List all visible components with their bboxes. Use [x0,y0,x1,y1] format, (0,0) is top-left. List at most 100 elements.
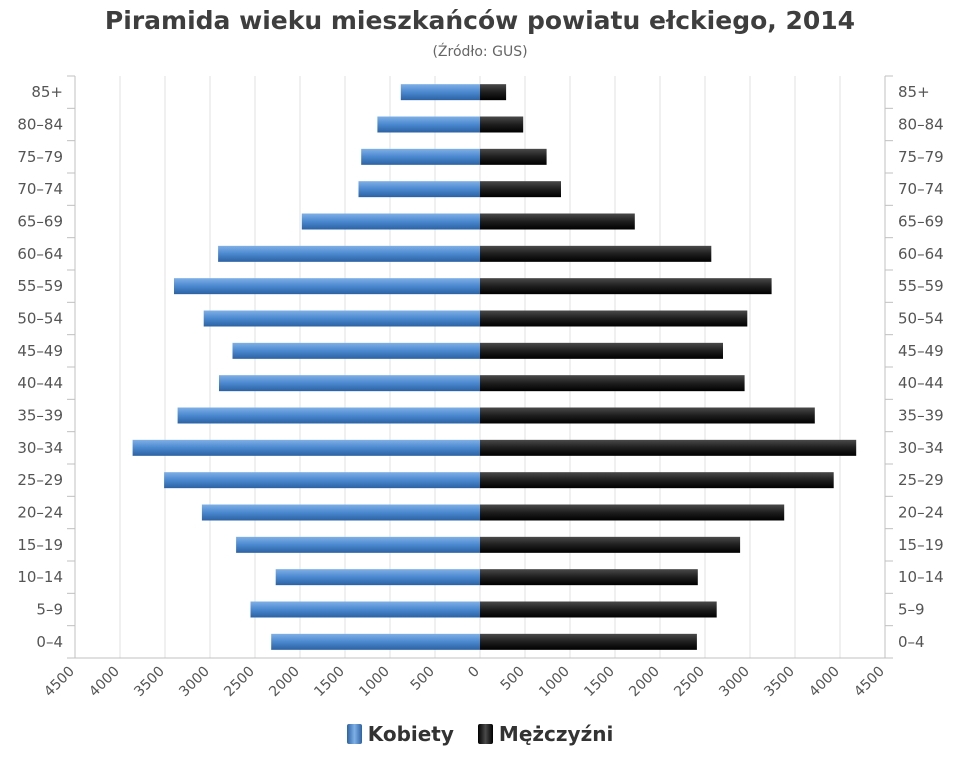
bar-mezczyzni [480,181,561,198]
bar-mezczyzni [480,536,741,553]
bar-mezczyzni [480,375,745,392]
bar-kobiety [164,472,480,489]
x-tick-label: 1000 [356,664,393,701]
bar-mezczyzni [480,504,785,521]
bar-kobiety [232,342,480,359]
bar-mezczyzni [480,407,815,424]
category-label-left: 45–49 [17,342,63,360]
bar-kobiety [361,148,480,165]
category-label-right: 5–9 [898,601,925,619]
category-label-left: 55–59 [17,277,63,295]
bar-mezczyzni [480,439,857,456]
category-label-right: 55–59 [898,277,944,295]
x-tick-label: 500 [408,664,438,694]
bar-mezczyzni [480,213,635,230]
x-tick-label: 1000 [536,664,573,701]
category-label-right: 35–39 [898,407,944,425]
legend-swatch-kobiety [346,724,362,744]
bar-mezczyzni [480,569,698,586]
category-label-left: 80–84 [17,116,63,134]
x-tick-label: 0 [465,664,483,682]
bar-kobiety [203,310,480,327]
bar-kobiety [400,84,480,101]
category-label-left: 40–44 [17,374,63,392]
legend-label-kobiety: Kobiety [367,722,454,746]
bar-kobiety [177,407,480,424]
bar-kobiety [358,181,480,198]
category-label-left: 20–24 [17,504,63,522]
category-label-right: 70–74 [898,180,944,198]
category-label-left: 85+ [31,83,63,101]
bar-kobiety [174,278,480,295]
x-tick-label: 4000 [806,664,843,701]
bar-mezczyzni [480,116,524,133]
x-tick-label: 2000 [626,664,663,701]
bar-kobiety [377,116,480,133]
legend-swatch-mezczyzni [477,724,493,744]
category-label-left: 50–54 [17,310,63,328]
bar-kobiety [201,504,480,521]
category-label-left: 30–34 [17,439,63,457]
bar-mezczyzni [480,148,547,165]
x-tick-label: 4500 [41,664,78,701]
bar-mezczyzni [480,310,748,327]
category-label-left: 35–39 [17,407,63,425]
category-label-right: 20–24 [898,504,944,522]
x-tick-label: 3000 [716,664,753,701]
category-label-left: 70–74 [17,180,63,198]
category-label-right: 25–29 [898,471,944,489]
bar-kobiety [250,601,480,618]
x-tick-label: 3000 [176,664,213,701]
category-label-right: 85+ [898,83,930,101]
category-label-left: 0–4 [36,633,63,651]
x-tick-label: 2500 [671,664,708,701]
bar-kobiety [236,536,480,553]
axes [67,75,893,659]
bar-mezczyzni [480,472,834,489]
bar-mezczyzni [480,84,507,101]
bar-mezczyzni [480,245,712,262]
x-tick-label: 1500 [311,664,348,701]
category-label-right: 0–4 [898,633,925,651]
category-label-right: 45–49 [898,342,944,360]
category-label-right: 60–64 [898,245,944,263]
x-tick-label: 4500 [851,664,888,701]
x-tick-label: 500 [498,664,528,694]
category-label-left: 15–19 [17,536,63,554]
category-label-left: 60–64 [17,245,63,263]
bar-mezczyzni [480,601,717,618]
category-label-right: 50–54 [898,310,944,328]
bar-kobiety [275,569,480,586]
bar-kobiety [271,633,480,650]
category-label-left: 25–29 [17,471,63,489]
category-label-right: 40–44 [898,374,944,392]
category-label-right: 15–19 [898,536,944,554]
category-label-right: 65–69 [898,213,944,231]
category-label-left: 75–79 [17,148,63,166]
legend-item-kobiety[interactable]: Kobiety [346,722,454,746]
bar-mezczyzni [480,633,697,650]
category-label-right: 75–79 [898,148,944,166]
legend-item-mezczyzni[interactable]: Mężczyźni [477,722,614,746]
category-label-left: 65–69 [17,213,63,231]
bar-kobiety [218,245,480,262]
bar-mezczyzni [480,342,723,359]
x-tick-label: 4000 [86,664,123,701]
category-label-right: 10–14 [898,568,944,586]
category-label-left: 5–9 [36,601,63,619]
chart-title: Piramida wieku mieszkańców powiatu ełcki… [104,6,856,35]
x-tick-label: 2500 [221,664,258,701]
bar-kobiety [219,375,480,392]
x-tick-label: 3500 [131,664,168,701]
category-label-left: 10–14 [17,568,63,586]
bar-kobiety [301,213,480,230]
legend-label-mezczyzni: Mężczyźni [498,722,614,746]
bar-kobiety [132,439,480,456]
legend: Kobiety Mężczyźni [0,722,960,746]
chart-subtitle: (Źródło: GUS) [432,44,528,60]
category-label-right: 80–84 [898,116,944,134]
category-label-right: 30–34 [898,439,944,457]
bars [132,84,857,650]
bar-mezczyzni [480,278,772,295]
